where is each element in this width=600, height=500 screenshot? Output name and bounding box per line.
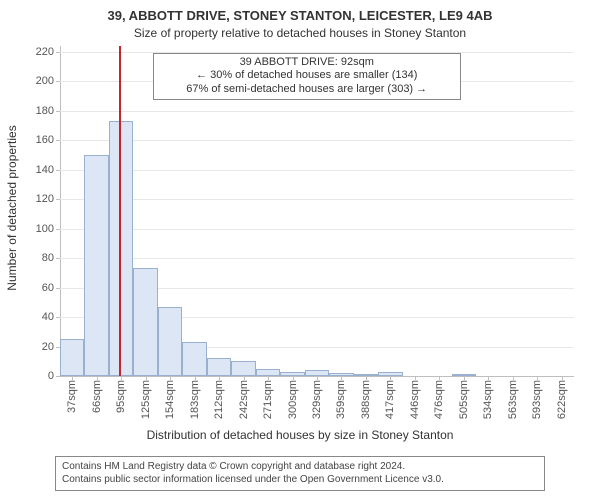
grid-line — [60, 111, 574, 112]
xtick-label: 300sqm — [287, 380, 299, 419]
histogram-bar — [84, 155, 108, 376]
ytick-mark — [56, 111, 60, 112]
histogram-bar — [158, 307, 182, 376]
grid-line — [60, 140, 574, 141]
histogram-bar — [207, 358, 231, 376]
xtick-label: 388sqm — [360, 380, 372, 419]
grid-line — [60, 199, 574, 200]
ytick-mark — [56, 52, 60, 53]
chart-title-main: 39, ABBOTT DRIVE, STONEY STANTON, LEICES… — [0, 8, 600, 23]
ytick-label: 200 — [36, 75, 54, 87]
xtick-label: 154sqm — [164, 380, 176, 419]
x-axis-label: Distribution of detached houses by size … — [0, 428, 600, 442]
chart-title-sub: Size of property relative to detached ho… — [0, 26, 600, 40]
ytick-label: 40 — [42, 311, 54, 323]
footer-attribution: Contains HM Land Registry data © Crown c… — [55, 456, 545, 491]
xtick-label: 95sqm — [115, 380, 127, 413]
ytick-label: 100 — [36, 223, 54, 235]
xtick-label: 622sqm — [556, 380, 568, 419]
y-axis-label: Number of detached properties — [5, 43, 19, 373]
ytick-label: 180 — [36, 105, 54, 117]
xtick-label: 593sqm — [531, 380, 543, 419]
annotation-line: ← 30% of detached houses are smaller (13… — [160, 69, 454, 83]
ytick-mark — [56, 258, 60, 259]
ytick-mark — [56, 376, 60, 377]
histogram-bar — [109, 121, 133, 376]
annotation-line: 39 ABBOTT DRIVE: 92sqm — [160, 56, 454, 70]
footer-line: Contains HM Land Registry data © Crown c… — [62, 461, 538, 474]
chart-container: 39, ABBOTT DRIVE, STONEY STANTON, LEICES… — [0, 0, 600, 500]
histogram-bar — [256, 369, 280, 376]
ytick-label: 120 — [36, 193, 54, 205]
xtick-label: 446sqm — [409, 380, 421, 419]
ytick-mark — [56, 288, 60, 289]
y-axis-line — [60, 46, 61, 376]
histogram-bar — [182, 342, 206, 376]
histogram-bar — [60, 339, 84, 376]
histogram-bar — [231, 361, 255, 376]
xtick-label: 66sqm — [91, 380, 103, 413]
xtick-label: 476sqm — [433, 380, 445, 419]
grid-line — [60, 229, 574, 230]
grid-line — [60, 170, 574, 171]
xtick-label: 417sqm — [384, 380, 396, 419]
ytick-mark — [56, 170, 60, 171]
ytick-label: 220 — [36, 46, 54, 58]
ytick-label: 20 — [42, 341, 54, 353]
xtick-label: 563sqm — [507, 380, 519, 419]
ytick-mark — [56, 140, 60, 141]
ytick-mark — [56, 229, 60, 230]
xtick-label: 329sqm — [311, 380, 323, 419]
ytick-label: 60 — [42, 282, 54, 294]
footer-line: Contains public sector information licen… — [62, 474, 538, 487]
xtick-label: 359sqm — [335, 380, 347, 419]
reference-line — [119, 46, 121, 376]
ytick-label: 80 — [42, 252, 54, 264]
ytick-label: 0 — [48, 370, 54, 382]
xtick-label: 271sqm — [262, 380, 274, 419]
xtick-label: 505sqm — [458, 380, 470, 419]
annotation-box: 39 ABBOTT DRIVE: 92sqm← 30% of detached … — [153, 53, 461, 100]
ytick-mark — [56, 199, 60, 200]
xtick-label: 242sqm — [238, 380, 250, 419]
xtick-label: 37sqm — [66, 380, 78, 413]
histogram-bar — [133, 268, 157, 376]
xtick-label: 125sqm — [140, 380, 152, 419]
xtick-label: 183sqm — [189, 380, 201, 419]
ytick-label: 160 — [36, 134, 54, 146]
annotation-line: 67% of semi-detached houses are larger (… — [160, 83, 454, 97]
ytick-mark — [56, 317, 60, 318]
grid-line — [60, 258, 574, 259]
ytick-mark — [56, 81, 60, 82]
xtick-label: 534sqm — [482, 380, 494, 419]
xtick-label: 212sqm — [213, 380, 225, 419]
ytick-label: 140 — [36, 164, 54, 176]
